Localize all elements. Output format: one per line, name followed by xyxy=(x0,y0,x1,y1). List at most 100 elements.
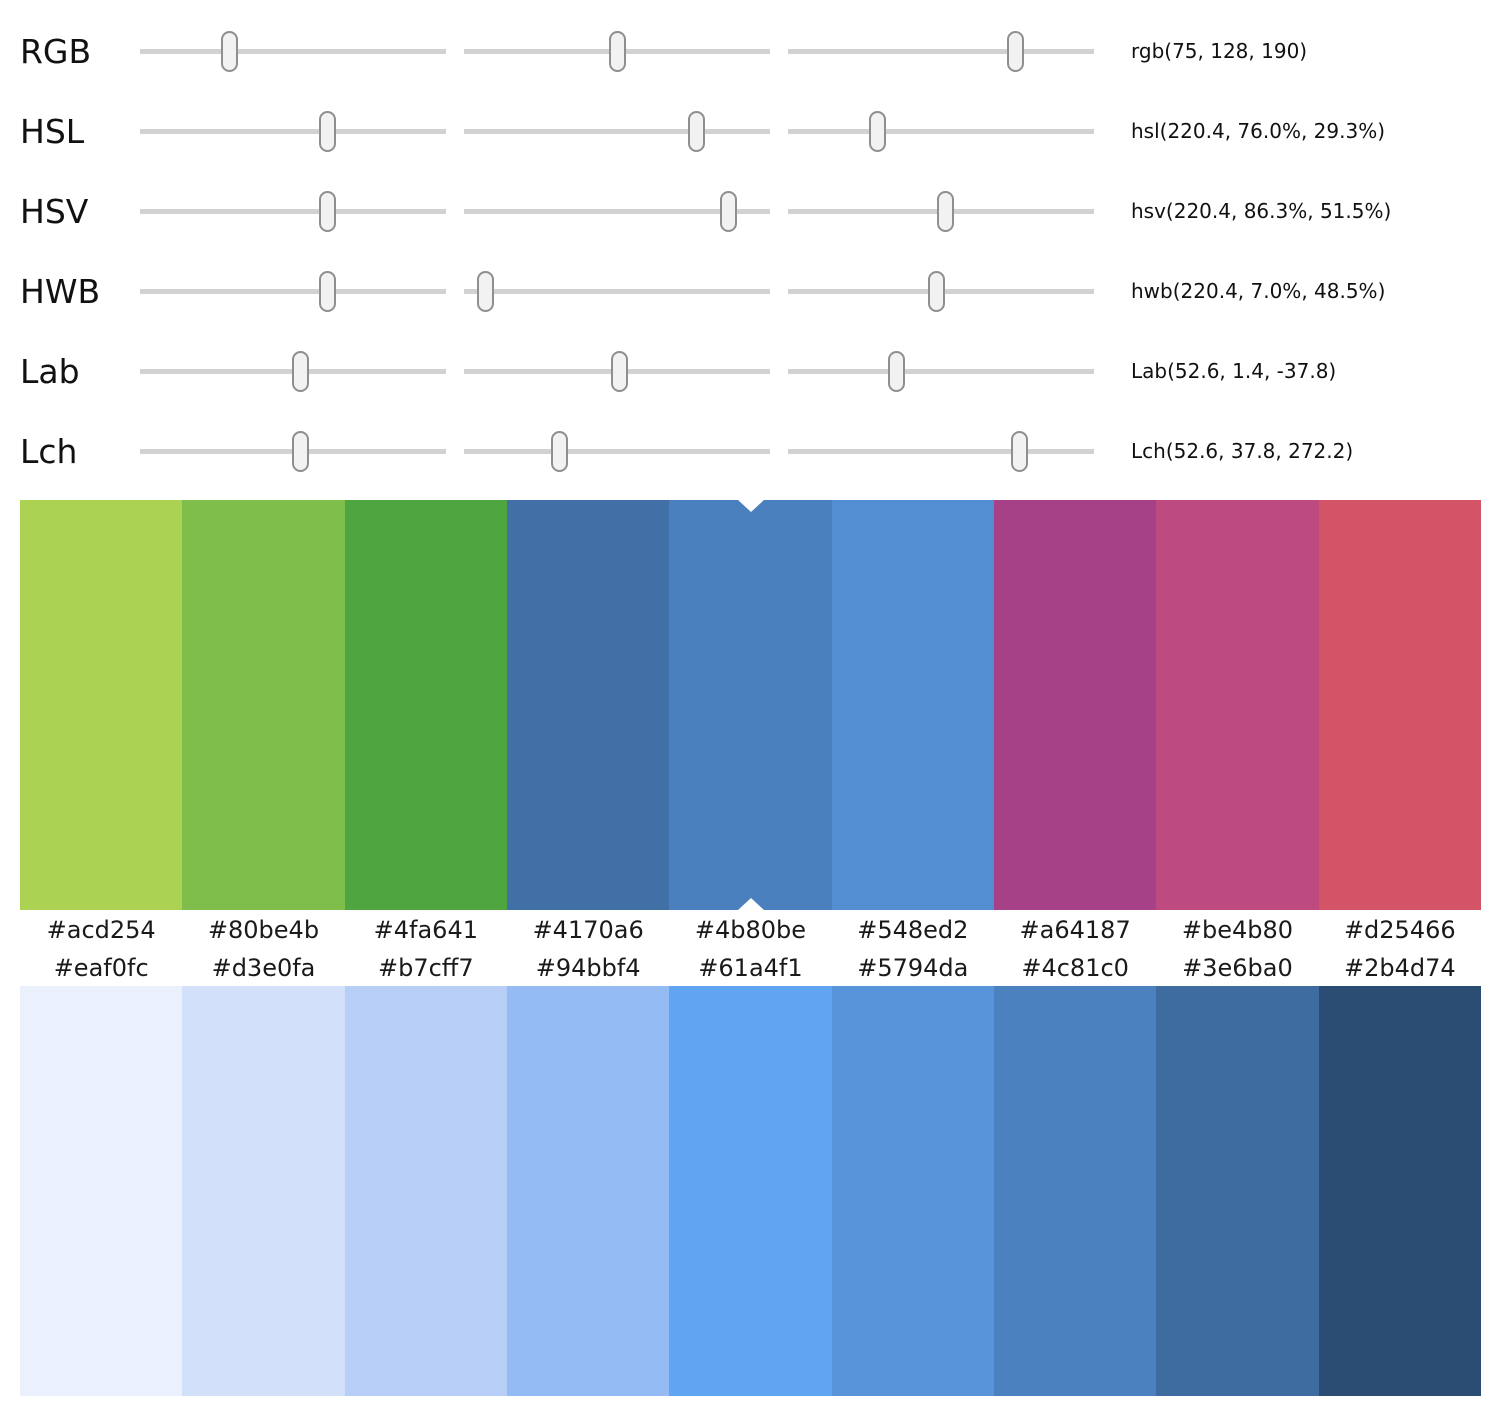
slider-panel: RGB rgb(75, 128, 190) HSL hsl(220.4, 76.0%,… xyxy=(0,0,1501,491)
hex-label: #94bbf4 xyxy=(535,954,641,982)
swatch-4fa641[interactable] xyxy=(344,500,507,910)
row-label-lch: Lch xyxy=(20,431,78,471)
slider-thumb[interactable] xyxy=(927,270,945,312)
row-label-lab: Lab xyxy=(20,351,80,391)
swatch-80be4b[interactable] xyxy=(182,500,345,910)
hsl-slider-3[interactable] xyxy=(788,101,1094,161)
slider-track[interactable] xyxy=(788,48,1094,54)
slider-thumb[interactable] xyxy=(688,110,706,152)
hex-label: #eaf0fc xyxy=(53,954,149,982)
row-label-hwb: HWB xyxy=(20,271,101,311)
swatch-5794da[interactable] xyxy=(831,986,994,1396)
slider-row-lch: Lch Lch(52.6, 37.8, 272.2) xyxy=(0,411,1501,491)
hsv-slider-2[interactable] xyxy=(464,181,770,241)
swatch-d25466[interactable] xyxy=(1318,500,1481,910)
swatch-2b4d74[interactable] xyxy=(1318,986,1481,1396)
swatch-acd254[interactable] xyxy=(20,500,183,910)
lch-slider-3[interactable] xyxy=(788,421,1094,481)
hsl-slider-2[interactable] xyxy=(464,101,770,161)
slider-row-hsv: HSV hsv(220.4, 86.3%, 51.5%) xyxy=(0,171,1501,251)
color-value-lch: Lch(52.6, 37.8, 272.2) xyxy=(1131,439,1354,463)
slider-track[interactable] xyxy=(140,288,446,294)
lab-slider-3[interactable] xyxy=(788,341,1094,401)
hex-label: #80be4b xyxy=(207,916,320,944)
slider-thumb[interactable] xyxy=(292,350,310,392)
hex-label: #2b4d74 xyxy=(1343,954,1456,982)
slider-track[interactable] xyxy=(464,208,770,214)
slider-thumb[interactable] xyxy=(318,110,336,152)
slider-thumb[interactable] xyxy=(610,350,628,392)
slider-thumb[interactable] xyxy=(551,430,569,472)
hex-label: #4c81c0 xyxy=(1021,954,1129,982)
swatch-3e6ba0[interactable] xyxy=(1156,986,1319,1396)
swatch-548ed2[interactable] xyxy=(831,500,994,910)
rgb-slider-2[interactable] xyxy=(464,21,770,81)
swatch-4170a6[interactable] xyxy=(506,500,670,910)
slider-row-lab: Lab Lab(52.6, 1.4, -37.8) xyxy=(0,331,1501,411)
slider-thumb[interactable] xyxy=(476,270,494,312)
slider-track[interactable] xyxy=(140,208,446,214)
slider-row-rgb: RGB rgb(75, 128, 190) xyxy=(0,11,1501,91)
color-value-rgb: rgb(75, 128, 190) xyxy=(1131,39,1308,63)
hex-label: #5794da xyxy=(857,954,969,982)
swatch-94bbf4[interactable] xyxy=(506,986,670,1396)
slider-track[interactable] xyxy=(788,128,1094,134)
color-value-hsv: hsv(220.4, 86.3%, 51.5%) xyxy=(1131,199,1392,223)
lab-slider-2[interactable] xyxy=(464,341,770,401)
hex-label: #d3e0fa xyxy=(211,954,316,982)
selection-notch-bottom xyxy=(737,898,764,910)
swatch-4c81c0[interactable] xyxy=(993,986,1157,1396)
hwb-slider-1[interactable] xyxy=(140,261,446,321)
hex-label: #acd254 xyxy=(46,916,156,944)
swatch-b7cff7[interactable] xyxy=(344,986,507,1396)
hex-label: #be4b80 xyxy=(1181,916,1294,944)
slider-track[interactable] xyxy=(464,288,770,294)
lch-slider-1[interactable] xyxy=(140,421,446,481)
hex-label: #a64187 xyxy=(1019,916,1131,944)
slider-track[interactable] xyxy=(464,128,770,134)
hsv-slider-3[interactable] xyxy=(788,181,1094,241)
swatch-4b80be[interactable] xyxy=(669,500,832,910)
slider-thumb[interactable] xyxy=(1007,30,1025,72)
slider-row-hwb: HWB hwb(220.4, 7.0%, 48.5%) xyxy=(0,251,1501,331)
slider-thumb[interactable] xyxy=(292,430,310,472)
hex-label: #d25466 xyxy=(1343,916,1456,944)
hex-label: #548ed2 xyxy=(857,916,969,944)
swatch-a64187[interactable] xyxy=(993,500,1157,910)
rgb-slider-3[interactable] xyxy=(788,21,1094,81)
color-value-hwb: hwb(220.4, 7.0%, 48.5%) xyxy=(1131,279,1386,303)
hsl-slider-1[interactable] xyxy=(140,101,446,161)
main-palette xyxy=(20,500,1481,910)
slider-thumb[interactable] xyxy=(221,30,239,72)
slider-thumb[interactable] xyxy=(609,30,627,72)
slider-track[interactable] xyxy=(788,368,1094,374)
swatch-d3e0fa[interactable] xyxy=(182,986,345,1396)
slider-thumb[interactable] xyxy=(1010,430,1028,472)
hwb-slider-3[interactable] xyxy=(788,261,1094,321)
slider-thumb[interactable] xyxy=(318,270,336,312)
hex-label: #b7cff7 xyxy=(378,954,474,982)
color-value-lab: Lab(52.6, 1.4, -37.8) xyxy=(1131,359,1337,383)
slider-track[interactable] xyxy=(140,48,446,54)
hsv-slider-1[interactable] xyxy=(140,181,446,241)
slider-track[interactable] xyxy=(464,448,770,454)
lab-slider-1[interactable] xyxy=(140,341,446,401)
slider-thumb[interactable] xyxy=(318,190,336,232)
hex-label: #4b80be xyxy=(694,916,807,944)
slider-thumb[interactable] xyxy=(719,190,737,232)
slider-thumb[interactable] xyxy=(869,110,887,152)
rgb-slider-1[interactable] xyxy=(140,21,446,81)
swatch-eaf0fc[interactable] xyxy=(20,986,183,1396)
swatch-61a4f1[interactable] xyxy=(669,986,832,1396)
swatch-be4b80[interactable] xyxy=(1156,500,1319,910)
row-label-hsv: HSV xyxy=(20,191,89,231)
slider-thumb[interactable] xyxy=(937,190,955,232)
slider-row-hsl: HSL hsl(220.4, 76.0%, 29.3%) xyxy=(0,91,1501,171)
lch-slider-2[interactable] xyxy=(464,421,770,481)
slider-thumb[interactable] xyxy=(887,350,905,392)
selection-notch-top xyxy=(737,500,764,512)
hwb-slider-2[interactable] xyxy=(464,261,770,321)
slider-track[interactable] xyxy=(140,128,446,134)
slider-track[interactable] xyxy=(788,448,1094,454)
